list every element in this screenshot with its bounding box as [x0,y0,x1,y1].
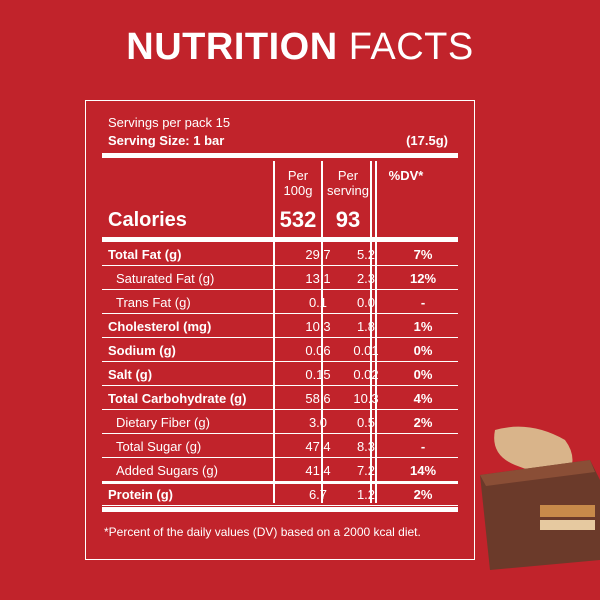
col-header-dv: %DV* [388,168,424,183]
value-per100g: 0.1 [308,295,328,310]
value-perserving: 10.3 [353,391,379,406]
value-per100g: 0.06 [305,343,331,358]
value-per100g: 10.3 [305,319,331,334]
nutrient-name: Protein (g) [108,487,173,502]
nutrient-name: Total Fat (g) [108,247,182,262]
page-title: NUTRITION FACTS [0,26,600,69]
nutrient-name: Total Sugar (g) [116,439,202,454]
column-divider [370,161,372,503]
row-divider [102,289,458,290]
table-row: Protein (g) 6.7 1.2 2% [102,483,458,506]
col-header-line: serving [327,183,369,198]
col-header-line: Per [337,168,359,183]
calories-label: Calories [108,209,187,231]
servings-per-pack: Servings per pack 15 [108,115,231,130]
table-row: Added Sugars (g) 41.4 7.2 14% [102,459,458,482]
nutrition-panel: Servings per pack 15 Serving Size: 1 bar… [85,100,475,560]
column-divider [321,161,323,503]
nutrient-name: Total Carbohydrate (g) [108,391,247,406]
col-header-perserving: Per serving [323,168,373,198]
row-divider [102,457,458,458]
serving-weight: (17.5g) [406,133,448,148]
row-divider [102,265,458,266]
value-perserving: 0.0 [356,295,376,310]
value-dv: - [420,439,426,454]
value-per100g: 47.4 [305,439,331,454]
row-divider [102,313,458,314]
value-perserving: 1.2 [356,487,376,502]
table-row: Cholesterol (mg) 10.3 1.8 1% [102,315,458,338]
wafer-layer [540,520,595,530]
divider-thick [102,237,458,242]
row-divider [102,505,458,506]
value-dv: 14% [409,463,437,478]
footnote: *Percent of the daily values (DV) based … [104,525,421,539]
nutrient-name: Dietary Fiber (g) [116,415,210,430]
divider-thick [102,481,458,484]
value-perserving: 0.02 [353,367,379,382]
value-perserving: 5.2 [356,247,376,262]
table-row: Sodium (g) 0.06 0.01 0% [102,339,458,362]
row-divider [102,361,458,362]
col-header-line: 100g [283,183,313,198]
row-divider [102,433,458,434]
value-per100g: 0.15 [305,367,331,382]
table-row: Total Carbohydrate (g) 58.6 10.3 4% [102,387,458,410]
nutrient-name: Cholesterol (mg) [108,319,212,334]
value-dv: 12% [409,271,437,286]
value-dv: 4% [413,391,433,406]
col-header-line: Per [287,168,309,183]
chocolate-filling [540,505,595,517]
value-perserving: 2.3 [356,271,376,286]
value-perserving: 0.01 [353,343,379,358]
col-header-per100g: Per 100g [274,168,322,198]
table-row: Dietary Fiber (g) 3.0 0.5 2% [102,411,458,434]
title-light: FACTS [348,26,474,68]
row-divider [102,385,458,386]
nutrient-name: Trans Fat (g) [116,295,191,310]
table-row: Saturated Fat (g) 13.1 2.3 12% [102,267,458,290]
divider-thick [102,507,458,512]
row-divider [102,337,458,338]
nutrient-name: Sodium (g) [108,343,176,358]
value-dv: 0% [413,343,433,358]
value-per100g: 6.7 [308,487,328,502]
chocolate-bar-image [480,426,600,570]
value-perserving: 0.5 [356,415,376,430]
nutrient-name: Salt (g) [108,367,153,382]
column-divider [375,161,377,503]
divider-thick [102,153,458,158]
calories-perserving: 93 [335,207,361,232]
value-perserving: 7.2 [356,463,376,478]
chocolate-bar-top [480,460,595,486]
nutrient-name: Saturated Fat (g) [116,271,215,286]
value-dv: 7% [413,247,433,262]
title-bold: NUTRITION [126,26,338,68]
value-perserving: 8.3 [356,439,376,454]
table-row: Salt (g) 0.15 0.02 0% [102,363,458,386]
value-perserving: 1.8 [356,319,376,334]
table-row: Trans Fat (g) 0.1 0.0 - [102,291,458,314]
value-dv: 1% [413,319,433,334]
calories-per100g: 532 [279,207,317,232]
value-dv: 2% [413,487,433,502]
row-divider [102,409,458,410]
value-per100g: 41.4 [305,463,331,478]
serving-size: Serving Size: 1 bar [108,133,225,148]
value-per100g: 29.7 [305,247,331,262]
column-divider [273,161,275,503]
value-per100g: 3.0 [308,415,328,430]
value-per100g: 13.1 [305,271,331,286]
table-row: Total Fat (g) 29.7 5.2 7% [102,243,458,266]
value-dv: 0% [413,367,433,382]
table-row: Total Sugar (g) 47.4 8.3 - [102,435,458,458]
nutrient-name: Added Sugars (g) [116,463,218,478]
value-dv: - [420,295,426,310]
value-per100g: 58.6 [305,391,331,406]
value-dv: 2% [413,415,433,430]
